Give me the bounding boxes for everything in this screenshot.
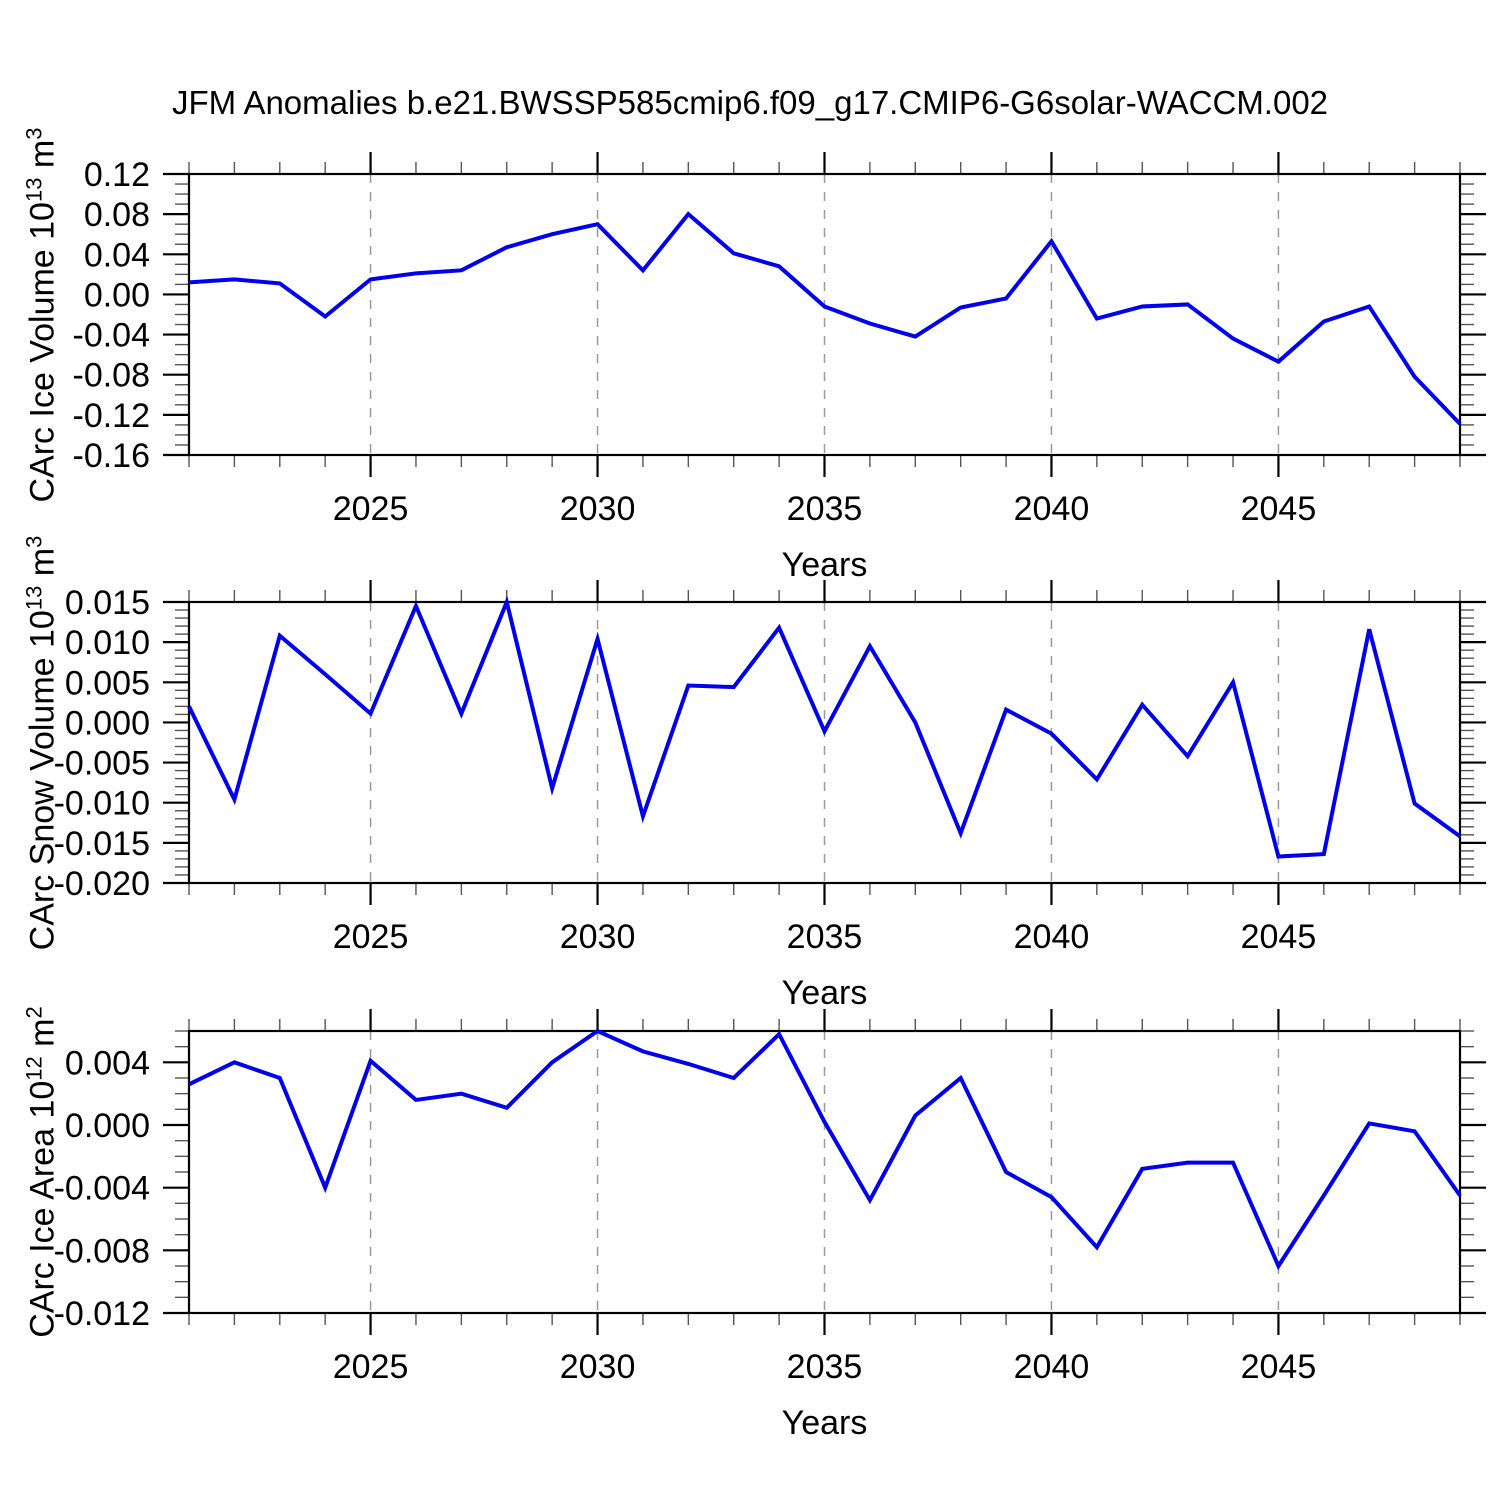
y-tick-label: 0.12 — [84, 156, 150, 194]
data-series-line — [188, 211, 1462, 426]
x-tick-label: 2035 — [787, 1348, 863, 1386]
x-axis-label-years: Years — [781, 1404, 868, 1442]
y-tick-label: -0.08 — [73, 357, 151, 395]
y-tick-label: 0.08 — [84, 196, 150, 234]
y-axis-label-unit: m — [23, 547, 62, 586]
data-series-line — [187, 595, 1462, 859]
y-axis-label-unit: m — [23, 1018, 62, 1057]
x-tick-label: 2030 — [560, 1348, 636, 1386]
y-tick-label: 0.005 — [65, 664, 150, 702]
y-tick-label: 0.010 — [65, 624, 150, 662]
y-axis-label-text: CArc Ice Volume 10 — [23, 202, 62, 503]
y-tick-label: -0.004 — [54, 1170, 150, 1208]
y-axis-label-ice-volume: CArc Ice Volume 1013 m3 — [21, 128, 62, 503]
y-tick-label: -0.16 — [73, 437, 151, 475]
x-axis-label-years: Years — [781, 546, 868, 584]
figure-title: JFM Anomalies b.e21.BWSSP585cmip6.f09_g1… — [171, 84, 1329, 121]
y-axis-label-exponent: 13 — [21, 585, 47, 611]
y-axis-label-ice-area: CArc Ice Area 1012 m2 — [21, 1006, 62, 1338]
x-axis-label-years: Years — [781, 974, 868, 1012]
y-tick-label: -0.005 — [54, 745, 150, 783]
y-tick-label: 0.004 — [65, 1044, 150, 1082]
y-axis-label-unit: m — [23, 139, 62, 178]
y-axis-label-unit-exponent: 3 — [21, 127, 47, 140]
y-tick-label: 0.00 — [84, 276, 150, 314]
x-tick-label: 2025 — [333, 1348, 409, 1386]
y-axis-label-exponent: 13 — [21, 177, 47, 203]
x-tick-label: 2035 — [787, 490, 863, 528]
x-tick-label: 2045 — [1241, 918, 1317, 956]
x-tick-label: 2045 — [1241, 1348, 1317, 1386]
plot-frame — [187, 600, 1462, 885]
x-tick-label: 2040 — [1014, 490, 1090, 528]
data-series-line — [188, 1028, 1462, 1271]
y-tick-label: -0.020 — [54, 865, 150, 903]
x-tick-label: 2030 — [560, 918, 636, 956]
x-tick-label: 2040 — [1014, 1348, 1090, 1386]
x-tick-label: 2025 — [333, 490, 409, 528]
plot-frame — [187, 1029, 1462, 1315]
y-axis-label-unit-exponent: 2 — [21, 1006, 47, 1019]
y-tick-label: -0.010 — [54, 785, 150, 823]
x-tick-label: 2025 — [333, 918, 409, 956]
y-tick-label: -0.008 — [54, 1232, 150, 1270]
y-tick-label: -0.012 — [54, 1295, 150, 1333]
x-tick-label: 2040 — [1014, 918, 1090, 956]
y-tick-label: -0.12 — [73, 397, 151, 435]
y-axis-label-exponent: 12 — [21, 1056, 47, 1081]
y-tick-label: 0.000 — [65, 704, 150, 742]
y-tick-label: 0.000 — [65, 1107, 150, 1145]
plot-frame — [187, 172, 1462, 457]
y-axis-label-unit-exponent: 3 — [21, 535, 47, 548]
y-tick-label: 0.015 — [65, 584, 150, 622]
y-axis-label-snow-volume: CArc Snow Volume 1013 m3 — [21, 536, 62, 951]
y-axis-label-text: CArc Snow Volume 10 — [23, 610, 62, 951]
x-tick-label: 2035 — [787, 918, 863, 956]
y-tick-label: -0.015 — [54, 825, 150, 863]
y-axis-label-text: CArc Ice Area 10 — [23, 1080, 62, 1338]
x-tick-label: 2045 — [1241, 490, 1317, 528]
x-tick-label: 2030 — [560, 490, 636, 528]
y-tick-label: 0.04 — [84, 236, 150, 274]
y-tick-label: -0.04 — [73, 317, 151, 355]
